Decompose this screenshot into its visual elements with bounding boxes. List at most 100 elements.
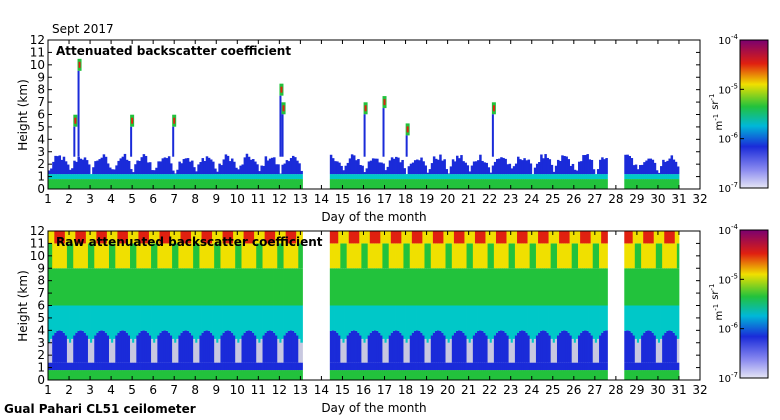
- heat-cell: [214, 174, 217, 180]
- heat-cell: [134, 370, 137, 380]
- heat-cell: [430, 362, 434, 371]
- heat-cell: [655, 305, 659, 339]
- heat-cell: [630, 370, 634, 380]
- cloud-trail: [77, 70, 80, 157]
- heat-cell: [62, 174, 66, 180]
- heat-cell: [586, 305, 589, 331]
- heat-cell: [563, 231, 566, 244]
- heat-cell: [249, 330, 253, 363]
- heat-cell: [355, 370, 358, 380]
- heat-cell: [655, 370, 659, 380]
- x-tick-label: 6: [149, 383, 157, 397]
- heat-cell: [432, 370, 436, 380]
- heat-cell: [214, 305, 217, 339]
- heat-cell: [285, 268, 289, 306]
- heat-cell: [489, 362, 493, 371]
- heat-cell: [582, 231, 585, 244]
- x-tick-label: 24: [524, 192, 539, 206]
- heat-cell: [479, 268, 482, 306]
- heat-cell: [342, 170, 345, 175]
- heat-cell: [483, 231, 486, 244]
- heat-cell: [517, 362, 520, 371]
- heat-cell: [668, 362, 671, 371]
- heat-cell: [540, 179, 543, 189]
- heat-cell: [413, 330, 417, 363]
- heat-cell: [651, 268, 655, 306]
- heat-cell: [439, 362, 442, 371]
- heat-cell: [493, 174, 497, 180]
- heat-cell: [100, 179, 104, 189]
- heat-cell: [58, 268, 62, 306]
- heat-cell: [369, 305, 373, 333]
- heat-cell: [77, 362, 80, 371]
- heat-cell: [603, 243, 606, 269]
- heat-cell: [212, 268, 215, 306]
- heat-cell: [432, 156, 436, 175]
- heat-cell: [504, 174, 507, 180]
- heat-cell: [479, 362, 482, 371]
- heat-cell: [649, 174, 653, 180]
- heat-cell: [98, 362, 101, 371]
- heat-cell: [58, 155, 62, 175]
- heat-cell: [548, 231, 552, 244]
- heat-cell: [578, 305, 581, 336]
- heat-cell: [287, 174, 291, 180]
- heat-cell: [235, 338, 238, 363]
- heat-cell: [132, 231, 135, 244]
- heat-cell: [367, 268, 371, 306]
- heat-cell: [262, 243, 266, 269]
- heat-cell: [424, 362, 427, 371]
- heat-cell: [514, 335, 518, 363]
- heat-cell: [552, 174, 556, 180]
- heat-cell: [247, 330, 251, 363]
- heat-cell: [220, 165, 223, 175]
- colorbar-unit-label: m-1sr-1: [708, 283, 725, 320]
- heat-cell: [542, 330, 545, 363]
- heat-cell: [624, 268, 627, 306]
- heat-cell: [466, 174, 470, 180]
- heat-cell: [344, 231, 348, 244]
- heat-cell: [514, 370, 518, 380]
- heat-cell: [94, 362, 97, 371]
- heat-cell: [535, 243, 539, 269]
- heat-cell: [502, 268, 505, 306]
- heat-cell: [376, 174, 379, 180]
- heat-cell: [365, 168, 369, 175]
- heat-cell: [575, 305, 579, 339]
- heat-cell: [132, 243, 135, 269]
- heat-cell: [517, 332, 520, 363]
- heat-cell: [81, 305, 85, 331]
- heat-cell: [458, 174, 461, 180]
- y-axis-label-2: Height (km): [16, 270, 30, 341]
- heat-cell: [460, 155, 463, 175]
- heat-cell: [130, 305, 133, 339]
- heat-cell: [599, 305, 602, 336]
- heat-cell: [121, 243, 125, 269]
- heat-cell: [252, 159, 255, 175]
- heat-cell: [575, 231, 579, 244]
- heat-cell: [456, 174, 459, 180]
- heat-cell: [632, 231, 636, 244]
- heat-cell: [447, 243, 451, 269]
- heat-cell: [77, 243, 80, 269]
- heat-cell: [580, 362, 583, 371]
- heat-cell: [660, 166, 663, 175]
- heat-cell: [657, 268, 661, 306]
- heat-cell: [409, 305, 413, 336]
- heat-cell: [529, 268, 533, 306]
- heat-cell: [85, 335, 89, 363]
- heat-cell: [157, 268, 160, 306]
- heat-cell: [479, 179, 482, 189]
- heat-cell: [207, 157, 211, 175]
- heat-cell: [529, 174, 533, 180]
- heat-cell: [237, 362, 240, 371]
- heat-cell: [191, 243, 194, 269]
- heat-cell: [453, 179, 457, 189]
- heat-cell: [474, 243, 478, 269]
- heat-cell: [96, 160, 99, 175]
- heat-cell: [115, 268, 118, 306]
- heat-cell: [338, 268, 341, 306]
- heat-cell: [174, 268, 177, 306]
- heat-cell: [64, 174, 68, 180]
